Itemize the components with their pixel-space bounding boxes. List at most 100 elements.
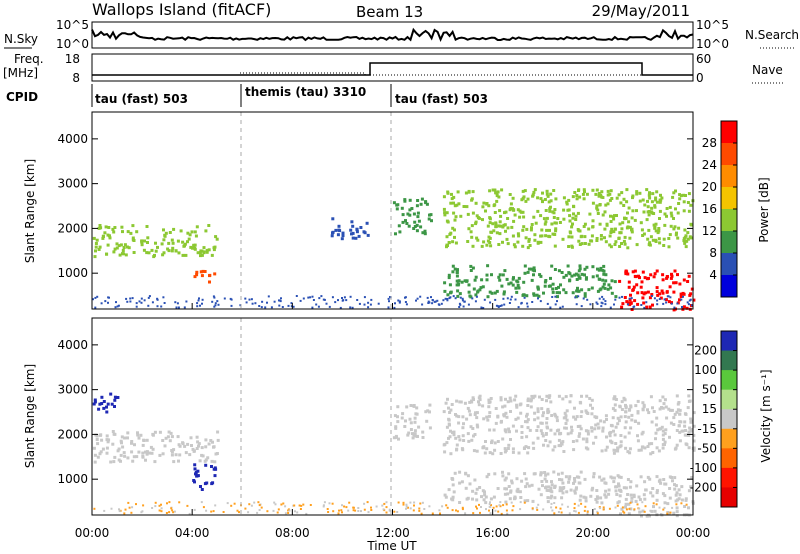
echo-cell: [354, 509, 357, 512]
echo-cell: [98, 224, 102, 227]
echo-cell: [504, 449, 508, 452]
echo-cell: [648, 243, 652, 247]
echo-cell: [575, 194, 579, 197]
echo-cell: [676, 498, 680, 502]
echo-cell: [612, 397, 616, 401]
echo-cell: [669, 296, 672, 299]
echo-cell: [536, 410, 540, 414]
echo-cell: [663, 494, 667, 498]
echo-cell: [587, 227, 591, 231]
echo-cell: [561, 491, 565, 495]
y-tick-label: 3000: [57, 177, 88, 191]
echo-cell: [136, 433, 140, 437]
echo-cell: [605, 435, 608, 439]
echo-cell: [596, 422, 600, 426]
echo-cell: [692, 448, 696, 452]
echo-cell: [623, 296, 627, 299]
echo-cell: [666, 512, 669, 515]
echo-cell: [430, 296, 432, 299]
echo-cell: [586, 412, 590, 415]
echo-cell: [519, 496, 523, 499]
echo-cell: [442, 207, 446, 211]
echo-cell: [624, 403, 627, 407]
echo-cell: [673, 483, 676, 487]
echo-cell: [487, 414, 491, 418]
echo-cell: [622, 239, 626, 243]
echo-cell: [672, 308, 676, 312]
echo-cell: [585, 192, 589, 196]
echo-cell: [447, 418, 451, 422]
echo-cell: [167, 430, 171, 434]
echo-cell: [672, 416, 676, 420]
echo-cell: [363, 231, 367, 235]
echo-cell: [95, 238, 99, 242]
echo-cell: [128, 506, 131, 509]
echo-cell: [188, 233, 192, 237]
echo-cell: [315, 303, 318, 306]
echo-cell: [572, 212, 575, 216]
echo-cell: [553, 268, 557, 271]
echo-cell: [431, 512, 434, 515]
echo-cell: [553, 208, 557, 211]
echo-cell: [585, 265, 589, 269]
echo-cell: [615, 196, 619, 200]
echo-cell: [648, 196, 652, 200]
echo-cell: [536, 196, 540, 200]
echo-cell: [200, 446, 204, 450]
echo-cell: [635, 484, 639, 488]
echo-cell: [665, 275, 669, 278]
echo-cell: [320, 295, 323, 298]
echo-cell: [550, 414, 554, 417]
echo-cell: [523, 446, 526, 450]
echo-cell: [689, 292, 693, 296]
echo-cell: [485, 415, 489, 419]
y-tick-label: 1000: [57, 266, 88, 280]
echo-cell: [646, 408, 649, 412]
echo-cell: [568, 512, 571, 515]
echo-cell: [358, 302, 361, 305]
echo-cell: [296, 511, 299, 514]
echo-cell: [200, 274, 204, 278]
echo-cell: [594, 435, 598, 439]
echo-cell: [504, 397, 507, 401]
echo-cell: [444, 297, 447, 300]
echo-cell: [446, 220, 450, 224]
echo-cell: [139, 433, 143, 437]
echo-cell: [692, 424, 696, 428]
echo-cell: [97, 226, 101, 230]
echo-cell: [551, 296, 554, 298]
echo-cell: [617, 193, 621, 197]
echo-cell: [100, 438, 104, 442]
echo-cell: [195, 435, 199, 439]
echo-cell: [532, 190, 536, 194]
echo-cell: [667, 295, 670, 298]
echo-cell: [419, 502, 422, 505]
echo-cell: [552, 216, 556, 219]
echo-cell: [405, 222, 409, 225]
echo-cell: [163, 302, 166, 304]
echo-cell: [97, 407, 101, 411]
echo-cell: [485, 202, 489, 206]
echo-cell: [96, 442, 100, 446]
echo-cell: [617, 484, 621, 488]
echo-cell: [453, 204, 457, 208]
echo-cell: [126, 456, 130, 460]
echo-cell: [666, 511, 670, 514]
echo-cell: [599, 193, 603, 197]
echo-cell: [466, 432, 470, 436]
echo-cell: [692, 446, 696, 450]
colorbar-swatch: [721, 350, 737, 371]
echo-cell: [651, 192, 655, 196]
echo-cell: [606, 287, 610, 291]
echo-cell: [230, 504, 233, 507]
echo-cell: [661, 291, 665, 295]
echo-cell: [660, 425, 664, 429]
echo-cell: [556, 300, 558, 303]
echo-cell: [502, 297, 505, 300]
echo-cell: [212, 248, 216, 252]
echo-cell: [412, 509, 415, 512]
x-tick-label: 20:00: [576, 526, 611, 540]
echo-cell: [518, 490, 522, 494]
echo-cell: [504, 210, 508, 214]
echo-cell: [101, 447, 105, 451]
